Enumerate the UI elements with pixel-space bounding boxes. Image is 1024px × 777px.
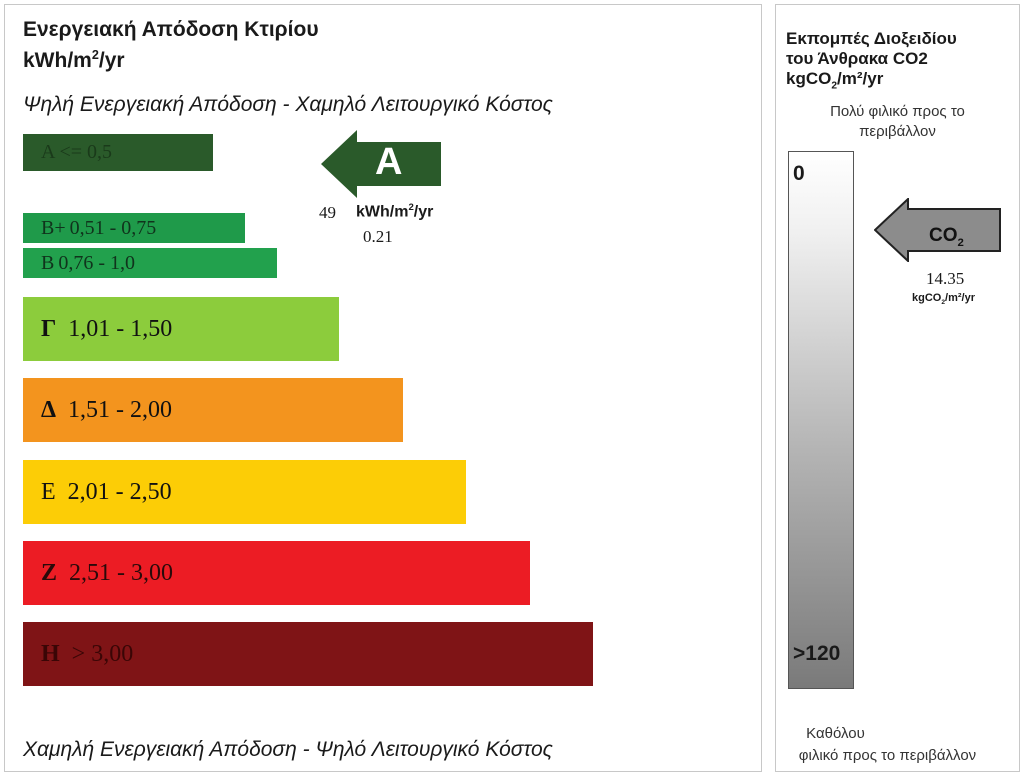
- rating-arrow: [321, 130, 441, 198]
- rating-bar-1: A <= 0,5: [23, 134, 213, 171]
- co2-emissions-panel: Εκπομπές Διοξειδίου του Άνθρακα CO2 kgCO…: [775, 4, 1020, 772]
- gauge-bottom-label: >120: [793, 642, 841, 665]
- co2-bottom-note-line2: φιλικό προς το περιβάλλον: [798, 747, 977, 764]
- rating-bar-letter: E: [41, 478, 56, 505]
- rating-letter: A: [375, 141, 403, 183]
- gauge-top-label: 0: [793, 162, 805, 185]
- rating-bar-range: > 3,00: [71, 640, 134, 667]
- energy-rating-panel: Ενεργειακή Απόδοση Κτιρίου kWh/m2/yr Ψηλ…: [4, 4, 762, 772]
- co2-arrow: [874, 198, 1001, 262]
- rating-bar-letter: Z: [41, 559, 58, 586]
- rating-bar-5: Δ 1,51 - 2,00: [23, 378, 403, 442]
- co2-unit: kgCO2/m²/yr: [912, 292, 975, 307]
- rating-arrow-shape: [321, 130, 441, 198]
- rating-bar-range: 0,51 - 0,75: [69, 216, 157, 239]
- rating-ratio: 0.21: [363, 227, 393, 246]
- rating-bar-4: Γ 1,01 - 1,50: [23, 297, 339, 361]
- co2-title-line2: του Άνθρακα CO2: [786, 49, 928, 68]
- rating-bar-range: 1,01 - 1,50: [68, 315, 173, 342]
- rating-bar-letter: H: [41, 640, 60, 667]
- rating-bar-letter: B+: [41, 216, 66, 239]
- co2-top-note-line2: περιβάλλον: [859, 123, 936, 140]
- co2-title-line1: Εκπομπές Διοξειδίου: [786, 29, 957, 48]
- co2-gauge: 0 >120: [788, 151, 854, 689]
- rating-bar-range: 2,51 - 3,00: [69, 559, 174, 586]
- co2-bottom-note-line1: Καθόλου: [806, 725, 865, 742]
- rating-bar-letter: Δ: [41, 396, 57, 423]
- rating-bar-letter: A: [41, 141, 56, 163]
- rating-bar-range: <= 0,5: [59, 141, 113, 163]
- rating-bar-7: Z 2,51 - 3,00: [23, 541, 530, 605]
- panel-title: Ενεργειακή Απόδοση Κτιρίου: [23, 18, 319, 41]
- rating-bar-letter: B: [41, 251, 55, 274]
- rating-bar-6: E 2,01 - 2,50: [23, 460, 466, 524]
- co2-value: 14.35: [926, 269, 965, 288]
- co2-top-note-line1: Πολύ φιλικό προς το: [830, 103, 965, 120]
- panel-unit: kWh/m2/yr: [23, 48, 125, 72]
- rating-bar-8: H > 3,00: [23, 622, 593, 686]
- co2-arrow-label: CO2: [929, 225, 964, 249]
- rating-bar-range: 0,76 - 1,0: [58, 251, 136, 274]
- co2-title-unit: kgCO2/m²/yr: [786, 69, 884, 92]
- rating-bar-range: 1,51 - 2,00: [68, 396, 173, 423]
- rating-unit: kWh/m2/yr: [356, 202, 434, 221]
- rating-bar-3: B 0,76 - 1,0: [23, 248, 277, 278]
- rating-bar-range: 2,01 - 2,50: [67, 478, 172, 505]
- co2-arrow-shape: [874, 198, 1001, 262]
- top-caption: Ψηλή Ενεργειακή Απόδοση - Χαμηλό Λειτουρ…: [23, 93, 553, 116]
- rating-bar-2: B+ 0,51 - 0,75: [23, 213, 245, 243]
- rating-bar-letter: Γ: [41, 315, 57, 342]
- bottom-caption: Χαμηλή Ενεργειακή Απόδοση - Ψηλό Λειτουρ…: [23, 738, 553, 761]
- rating-value: 49: [319, 203, 336, 222]
